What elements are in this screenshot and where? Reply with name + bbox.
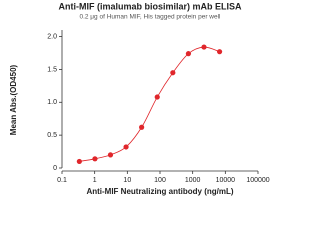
chart: Anti-MIF (imalumab biosimilar) mAb ELISA… — [9, 1, 270, 196]
x-tick-label: 10000 — [216, 177, 236, 184]
x-tick-label: 10 — [123, 177, 131, 184]
x-tick-label: 100000 — [246, 177, 269, 184]
data-point — [170, 70, 176, 76]
y-tick-label: 0 — [53, 165, 57, 172]
chart-title: Anti-MIF (imalumab biosimilar) mAb ELISA — [58, 1, 242, 11]
y-axis-label: Mean Abs.(OD450) — [9, 64, 18, 135]
data-point — [76, 158, 82, 165]
x-tick-label: 100 — [154, 177, 166, 184]
chart-subtitle: 0.2 μg of Human MIF, His tagged protein … — [79, 14, 221, 21]
x-axis-label: Anti-MIF Neutralizing antibody (ng/mL) — [86, 187, 233, 196]
data-point — [139, 124, 145, 130]
data-point — [185, 51, 192, 57]
y-tick-label: 1.0 — [47, 99, 57, 106]
data-point — [201, 44, 207, 50]
y-tick-label: 2.0 — [47, 33, 57, 40]
data-point — [216, 49, 223, 55]
data-point — [154, 94, 160, 100]
data-point — [123, 144, 129, 150]
data-point — [107, 152, 114, 158]
x-tick-label: 1000 — [185, 177, 201, 184]
x-tick-label: 1 — [93, 177, 97, 184]
y-tick-label: 1.5 — [47, 66, 57, 73]
data-point — [92, 156, 98, 162]
y-tick-label: 0.5 — [47, 132, 57, 139]
x-tick-label: 0.1 — [57, 177, 67, 184]
fit-curve — [79, 46, 220, 162]
